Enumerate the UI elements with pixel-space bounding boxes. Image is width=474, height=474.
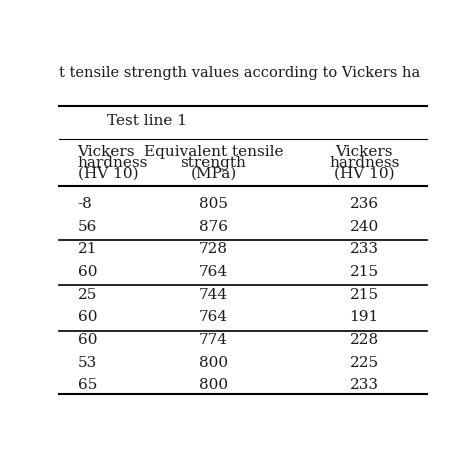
Text: 191: 191 — [349, 310, 379, 324]
Text: 728: 728 — [199, 242, 228, 256]
Text: 764: 764 — [199, 265, 228, 279]
Text: 225: 225 — [350, 356, 379, 370]
Text: 21: 21 — [78, 242, 97, 256]
Text: 60: 60 — [78, 310, 97, 324]
Text: 215: 215 — [350, 265, 379, 279]
Text: 215: 215 — [350, 288, 379, 301]
Text: strength: strength — [181, 156, 246, 170]
Text: 228: 228 — [350, 333, 379, 347]
Text: hardness: hardness — [329, 156, 399, 170]
Text: 800: 800 — [199, 378, 228, 392]
Text: 60: 60 — [78, 333, 97, 347]
Text: Test line 1: Test line 1 — [107, 114, 187, 128]
Text: 876: 876 — [199, 220, 228, 234]
Text: (HV 10): (HV 10) — [334, 167, 394, 181]
Text: 53: 53 — [78, 356, 97, 370]
Text: 60: 60 — [78, 265, 97, 279]
Text: 233: 233 — [350, 378, 379, 392]
Text: (MPa): (MPa) — [191, 167, 237, 181]
Text: 56: 56 — [78, 220, 97, 234]
Text: Equivalent tensile: Equivalent tensile — [144, 145, 283, 159]
Text: (HV 10): (HV 10) — [78, 167, 138, 181]
Text: 800: 800 — [199, 356, 228, 370]
Text: 764: 764 — [199, 310, 228, 324]
Text: hardness: hardness — [78, 156, 148, 170]
Text: 65: 65 — [78, 378, 97, 392]
Text: 236: 236 — [350, 197, 379, 211]
Text: Vickers: Vickers — [78, 145, 135, 159]
Text: 805: 805 — [199, 197, 228, 211]
Text: -8: -8 — [78, 197, 92, 211]
Text: 774: 774 — [199, 333, 228, 347]
Text: t tensile strength values according to Vickers ha: t tensile strength values according to V… — [59, 66, 420, 80]
Text: Vickers: Vickers — [336, 145, 393, 159]
Text: 233: 233 — [350, 242, 379, 256]
Text: 25: 25 — [78, 288, 97, 301]
Text: 240: 240 — [349, 220, 379, 234]
Text: 744: 744 — [199, 288, 228, 301]
